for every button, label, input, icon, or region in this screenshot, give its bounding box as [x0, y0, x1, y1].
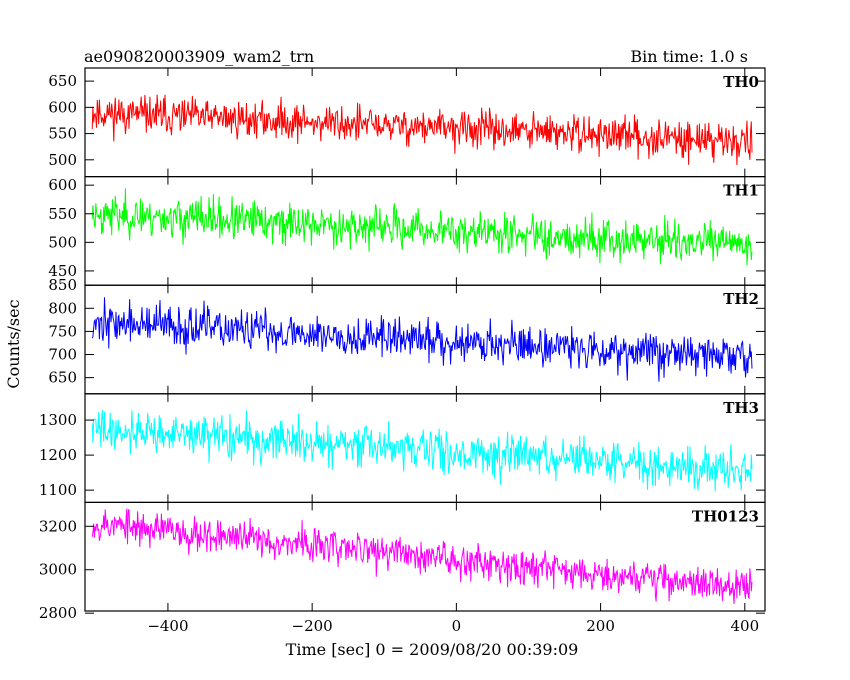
- bin-time-label: Bin time: 1.0 s: [630, 47, 748, 66]
- y-tick-label: 850: [48, 276, 77, 294]
- panel-th2: 650 700 750 800 850 TH2: [48, 276, 766, 395]
- x-axis-label: Time [sec] 0 = 2009/08/20 00:39:09: [286, 640, 579, 659]
- x-tick-label: 0: [452, 617, 462, 635]
- x-tick-label: 200: [586, 617, 615, 635]
- y-tick-label: 700: [48, 346, 77, 364]
- y-tick-label: 600: [48, 98, 77, 116]
- series-line-th0123: [91, 508, 753, 605]
- chart-title: ae090820003909_wam2_trn: [84, 47, 314, 66]
- series-line-th2: [91, 297, 753, 382]
- series-line-th1: [91, 188, 753, 266]
- y-tick-label: 1300: [39, 411, 77, 429]
- y-tick-label: 3200: [39, 517, 77, 535]
- y-tick-label: 3000: [39, 561, 77, 579]
- panel-th0: 500 550 600 650 TH0: [48, 67, 766, 178]
- panel-frame: [84, 501, 766, 612]
- y-tick-label: 1100: [39, 481, 77, 499]
- panel-frame: [84, 67, 766, 178]
- series-line-th3: [91, 409, 753, 492]
- y-tick-label: 450: [48, 262, 77, 280]
- y-tick-label: 1200: [39, 446, 77, 464]
- x-tick-label: 400: [730, 617, 759, 635]
- y-tick-label: 550: [48, 125, 77, 143]
- y-tick-label: 750: [48, 322, 77, 340]
- y-tick-label: 500: [48, 233, 77, 251]
- panel-frame: [84, 284, 766, 395]
- y-tick-label: 650: [48, 369, 77, 387]
- panel-frame: [84, 393, 766, 503]
- panel-label: TH0123: [692, 507, 759, 525]
- panel-th0123: 2800 3000 3200 TH0123 −400 −200 0 200 400: [39, 501, 766, 635]
- y-tick-label: 600: [48, 176, 77, 194]
- panels-group: 500 550 600 650 TH0 450 500 550 600 TH1 650 700 750 8…: [39, 67, 766, 635]
- y-tick-label: 650: [48, 72, 77, 90]
- y-tick-label: 800: [48, 299, 77, 317]
- panel-label: TH0: [723, 73, 759, 91]
- panel-label: TH3: [723, 399, 759, 417]
- y-tick-label: 550: [48, 205, 77, 223]
- y-axis-label: Counts/sec: [4, 299, 23, 388]
- series-line-th0: [91, 94, 753, 166]
- x-tick-label: −200: [292, 617, 333, 635]
- panel-label: TH2: [723, 290, 759, 308]
- y-tick-label: 500: [48, 151, 77, 169]
- x-tick-label: −400: [147, 617, 188, 635]
- panel-th3: 1100 1200 1300 TH3: [39, 393, 766, 503]
- panel-frame: [84, 176, 766, 286]
- panel-label: TH1: [723, 182, 759, 200]
- panel-th1: 450 500 550 600 TH1: [48, 176, 766, 286]
- y-tick-label: 2800: [39, 604, 77, 622]
